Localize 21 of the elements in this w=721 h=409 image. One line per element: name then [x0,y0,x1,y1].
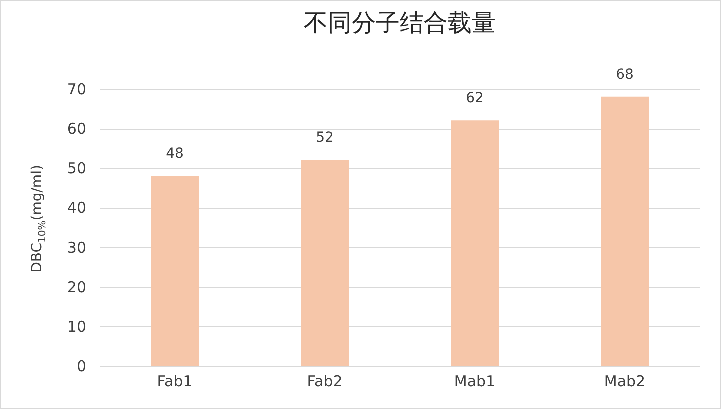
data-label: 48 [166,146,184,162]
y-tick-label: 10 [67,318,86,336]
y-tick-label: 0 [76,358,86,376]
x-tick-label: Fab1 [157,372,193,390]
y-tick-label: 40 [67,199,86,218]
y-tick-label: 60 [67,120,86,138]
chart-title: 不同分子结合载量 [304,8,496,37]
y-tick-label: 50 [67,160,86,178]
bar [151,176,199,366]
y-tick-label: 20 [67,278,86,296]
y-tick-label: 70 [67,80,86,98]
y-tick-label: 30 [67,238,86,257]
bar [451,120,499,366]
bar [301,160,349,366]
bar [601,96,649,366]
data-label: 62 [466,90,484,107]
x-tick-label: Mab2 [604,372,646,390]
x-tick-label: Fab2 [307,372,343,390]
x-tick-label: Mab1 [454,372,496,390]
data-label: 52 [316,130,334,146]
data-label: 68 [616,66,634,83]
